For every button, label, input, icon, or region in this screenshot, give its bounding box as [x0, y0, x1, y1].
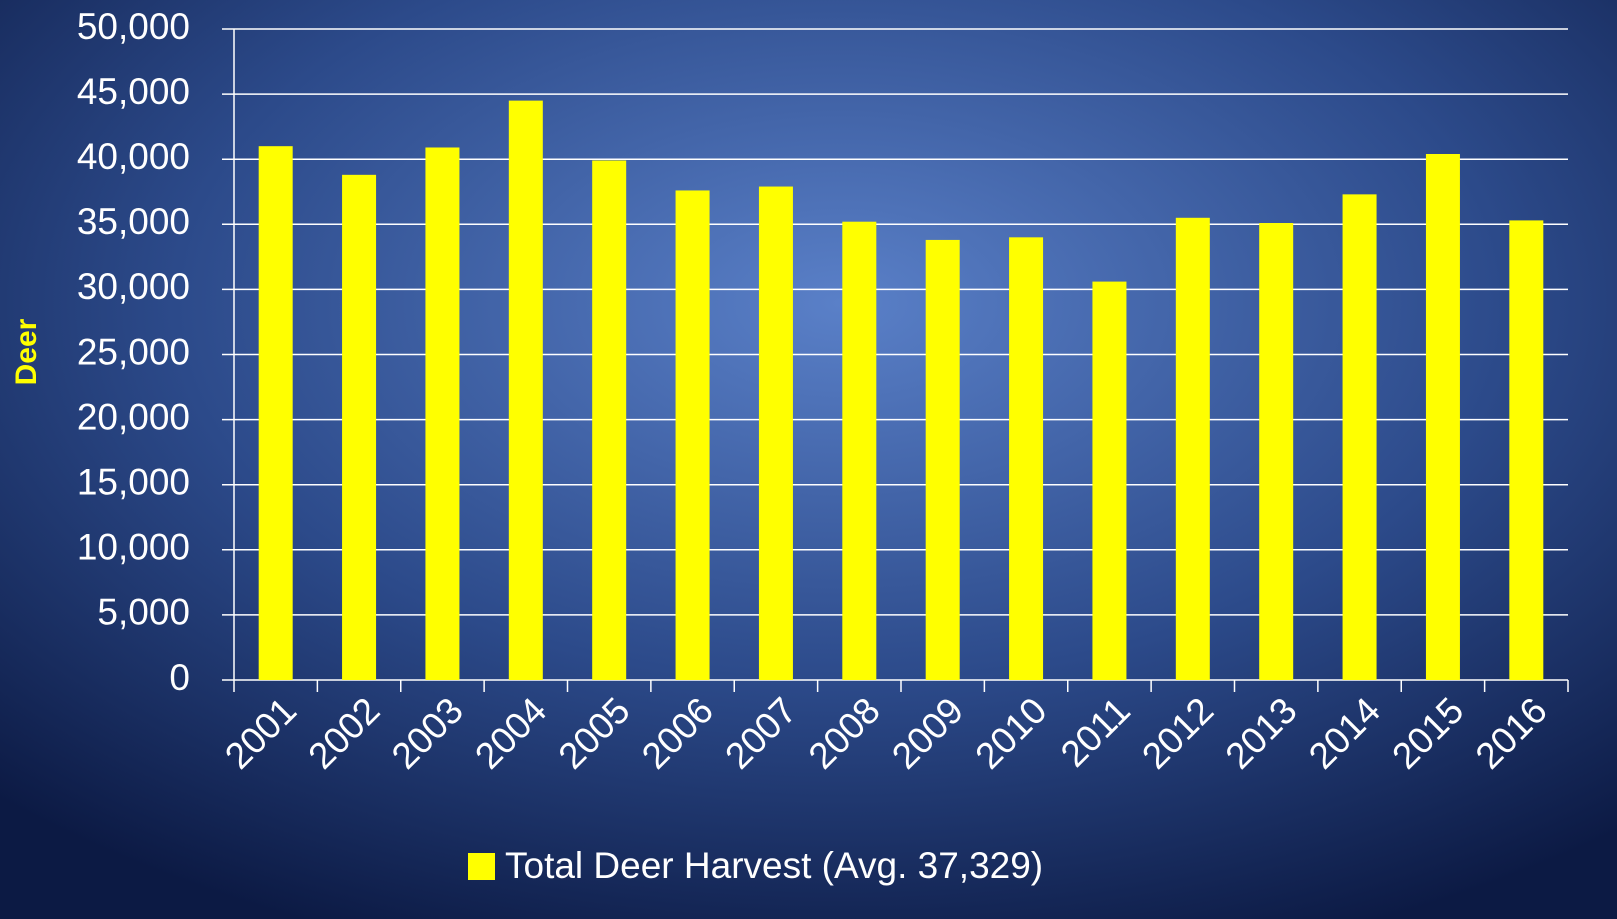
y-tick-label: 25,000 [77, 331, 190, 372]
bar [258, 146, 293, 680]
bar [1342, 194, 1377, 680]
bar [592, 160, 627, 680]
y-tick-label: 10,000 [77, 527, 190, 568]
legend-label: Total Deer Harvest (Avg. 37,329) [505, 845, 1043, 886]
legend-swatch [468, 853, 495, 880]
bar [758, 186, 793, 681]
bar [675, 190, 710, 680]
y-tick-label: 30,000 [77, 266, 190, 307]
y-tick-label: 50,000 [77, 6, 190, 47]
y-tick-label: 0 [169, 657, 190, 698]
bar [1425, 153, 1460, 680]
bar [425, 147, 460, 680]
y-tick-label: 45,000 [77, 71, 190, 112]
bar [1509, 220, 1544, 681]
y-tick-label: 20,000 [77, 396, 190, 437]
bar [1175, 217, 1210, 681]
bar [342, 174, 377, 680]
bar [925, 239, 960, 680]
bar [1259, 222, 1294, 681]
bar [1092, 281, 1127, 680]
bar [842, 221, 877, 681]
y-axis-label: Deer [10, 318, 43, 385]
y-tick-label: 35,000 [77, 201, 190, 242]
bar [508, 100, 543, 681]
y-tick-label: 5,000 [97, 592, 190, 633]
y-tick-label: 40,000 [77, 136, 190, 177]
y-tick-label: 15,000 [77, 461, 190, 502]
bar [1009, 237, 1044, 680]
